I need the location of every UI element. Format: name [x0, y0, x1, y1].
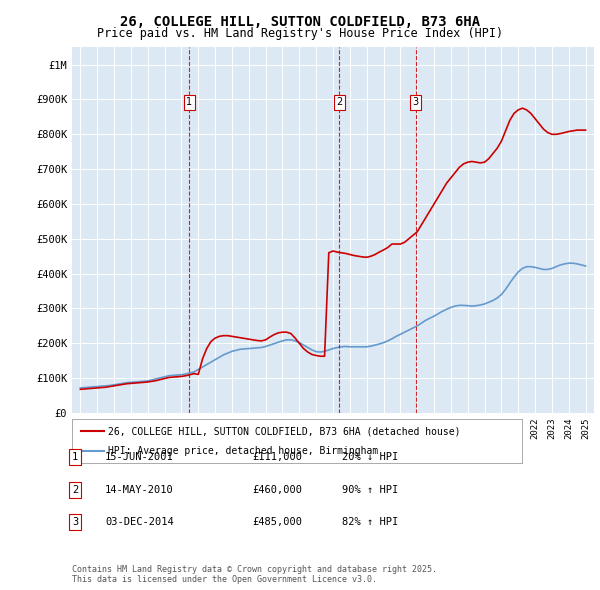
Text: Price paid vs. HM Land Registry's House Price Index (HPI): Price paid vs. HM Land Registry's House … [97, 27, 503, 40]
Text: 14-MAY-2010: 14-MAY-2010 [105, 485, 174, 494]
Text: £460,000: £460,000 [252, 485, 302, 494]
Text: £485,000: £485,000 [252, 517, 302, 527]
Text: 2: 2 [336, 97, 343, 107]
Text: 15-JUN-2001: 15-JUN-2001 [105, 453, 174, 462]
Text: 2: 2 [72, 485, 78, 494]
Text: 26, COLLEGE HILL, SUTTON COLDFIELD, B73 6HA (detached house): 26, COLLEGE HILL, SUTTON COLDFIELD, B73 … [108, 427, 461, 436]
Text: Contains HM Land Registry data © Crown copyright and database right 2025.
This d: Contains HM Land Registry data © Crown c… [72, 565, 437, 584]
Text: £111,000: £111,000 [252, 453, 302, 462]
Text: 1: 1 [72, 453, 78, 462]
Text: 3: 3 [413, 97, 419, 107]
Text: HPI: Average price, detached house, Birmingham: HPI: Average price, detached house, Birm… [108, 446, 378, 455]
Text: 20% ↓ HPI: 20% ↓ HPI [342, 453, 398, 462]
Text: 03-DEC-2014: 03-DEC-2014 [105, 517, 174, 527]
Text: 82% ↑ HPI: 82% ↑ HPI [342, 517, 398, 527]
Text: 1: 1 [186, 97, 192, 107]
Text: 3: 3 [72, 517, 78, 527]
Text: 90% ↑ HPI: 90% ↑ HPI [342, 485, 398, 494]
Text: 26, COLLEGE HILL, SUTTON COLDFIELD, B73 6HA: 26, COLLEGE HILL, SUTTON COLDFIELD, B73 … [120, 15, 480, 29]
